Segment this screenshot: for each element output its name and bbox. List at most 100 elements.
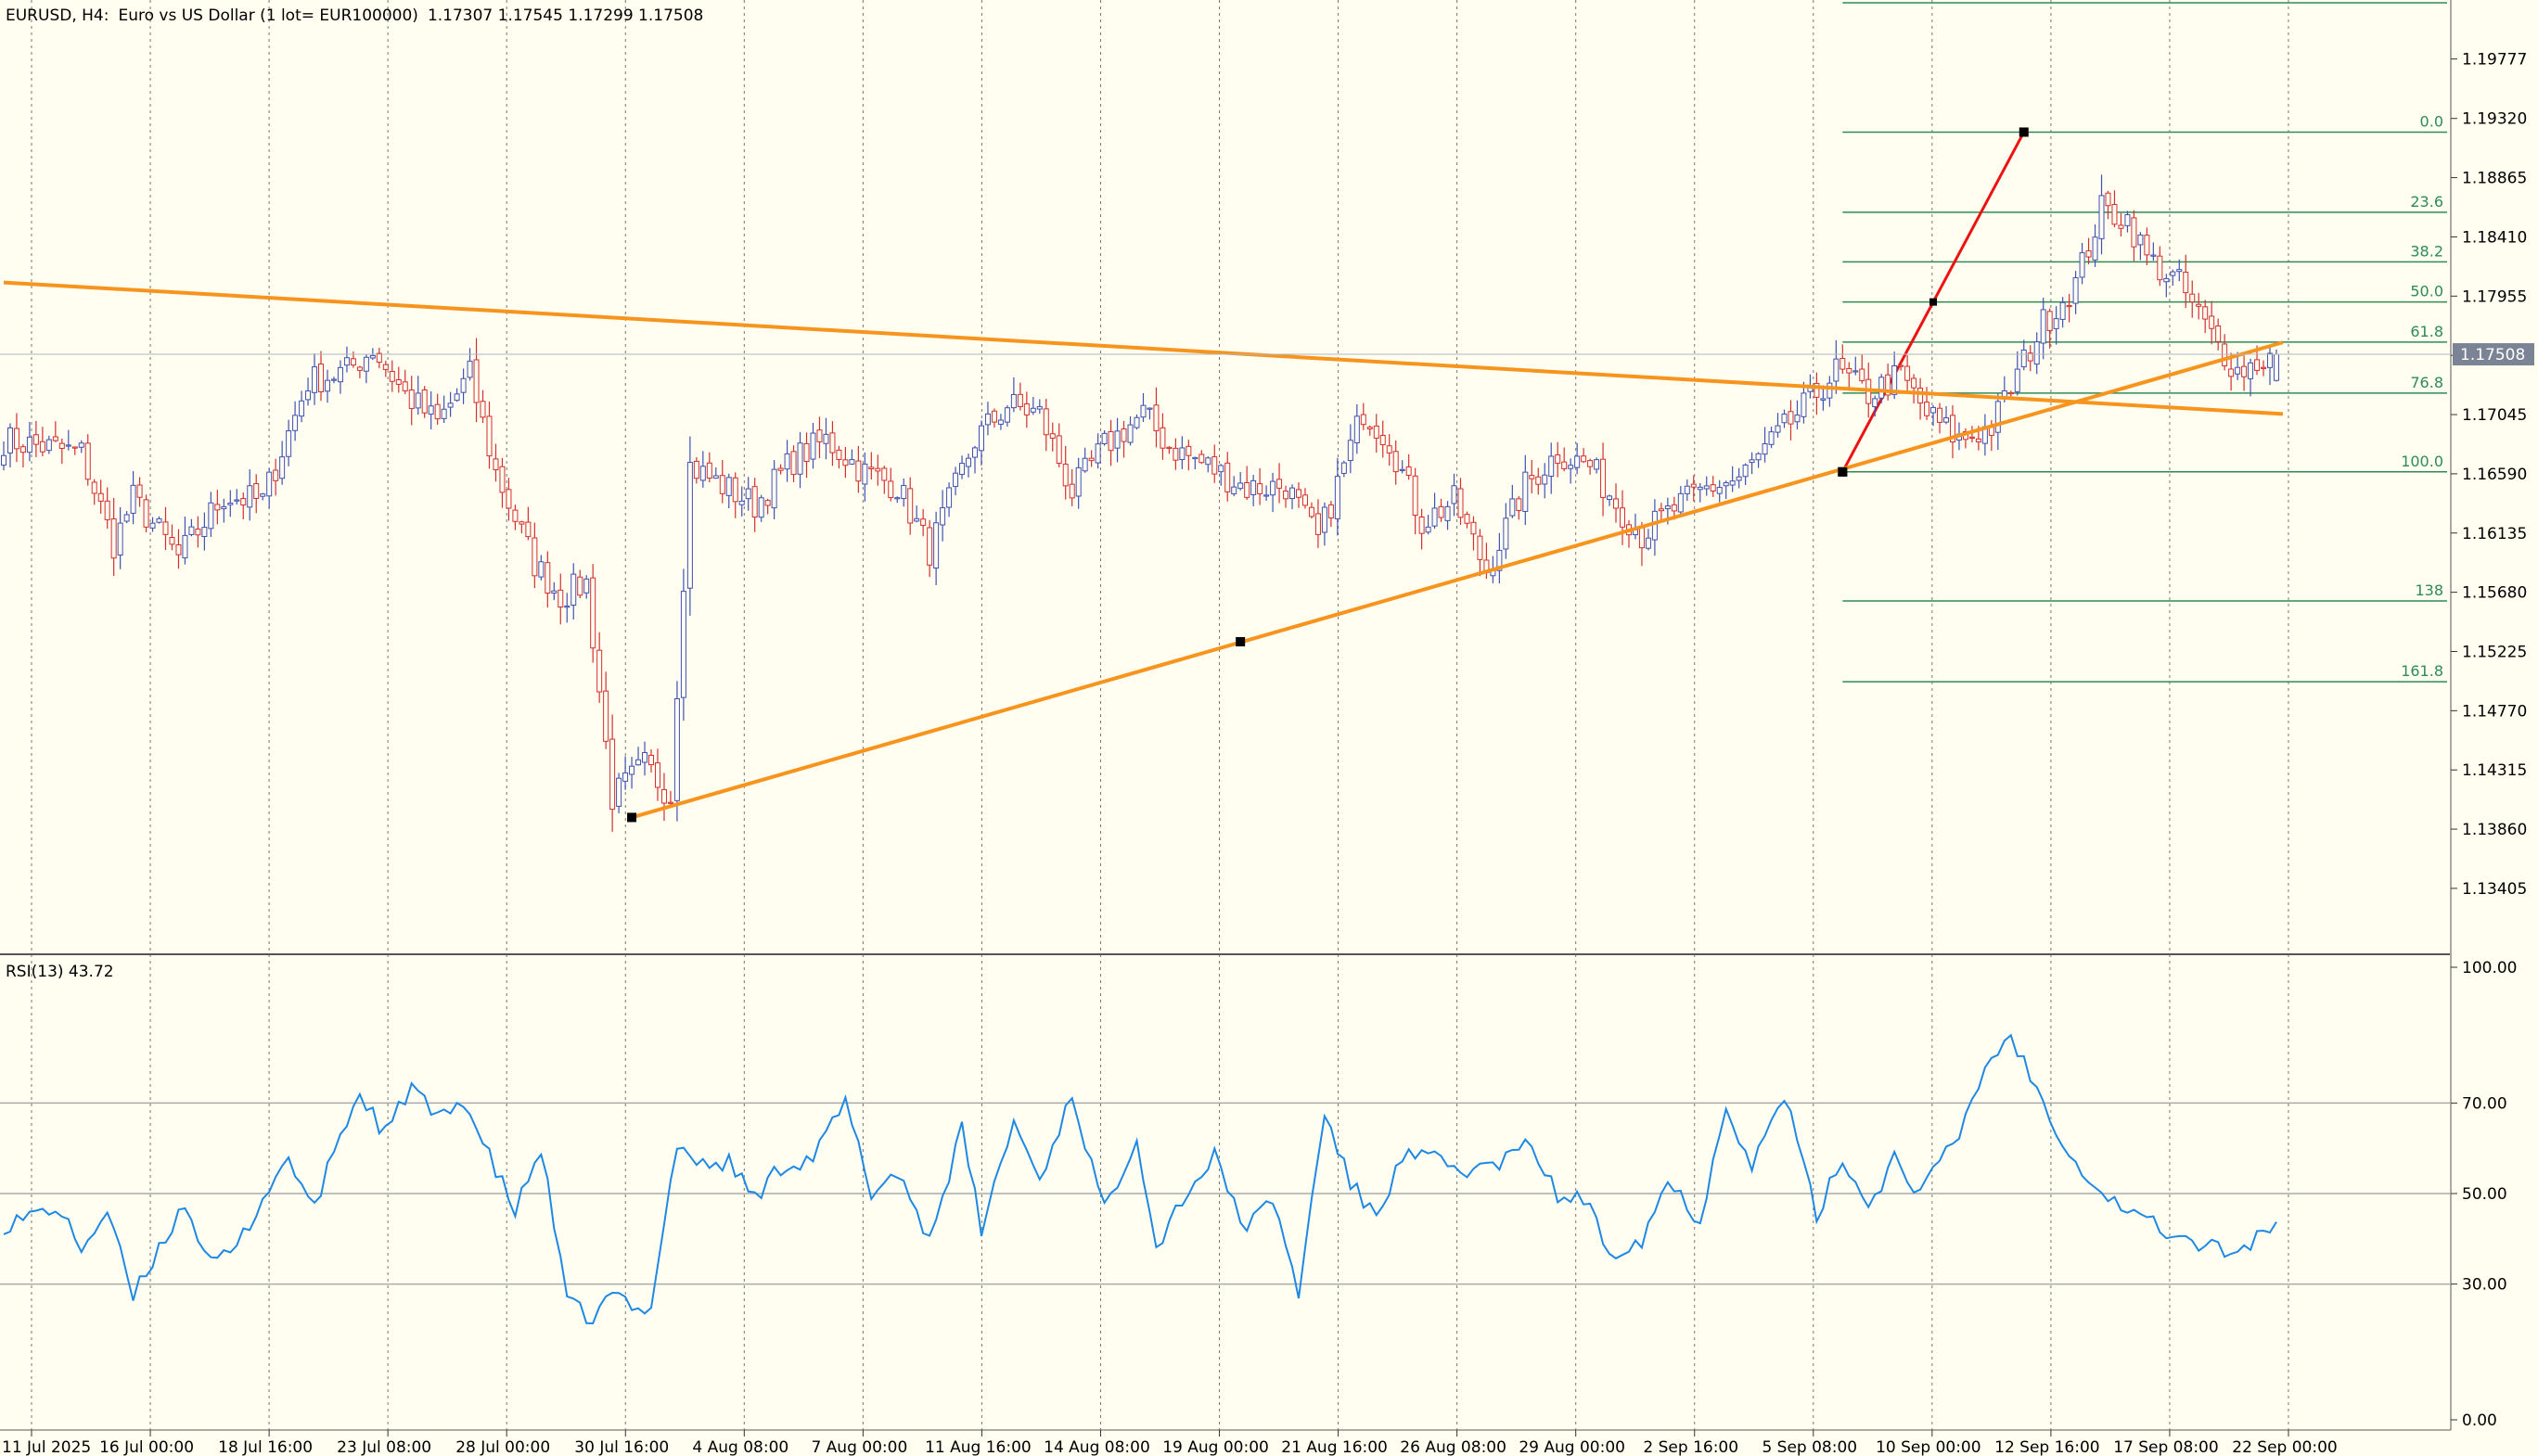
time-tick-label: 11 Aug 16:00 (925, 1438, 1032, 1456)
candle-body (1257, 483, 1263, 494)
candle-body (1049, 433, 1056, 439)
candle-body (1943, 417, 1949, 423)
candle-body (188, 526, 195, 535)
candle-body (570, 573, 577, 606)
candle-body (1859, 368, 1865, 382)
candle-body (616, 777, 622, 807)
candle-body (868, 466, 875, 470)
candle-body (719, 475, 725, 494)
candle-body (480, 401, 486, 418)
price-tick-label: 1.16590 (2462, 466, 2527, 484)
candle-body (1160, 427, 1166, 449)
candle-body (195, 528, 201, 536)
candle-body (1069, 483, 1075, 499)
candle-body (1658, 508, 1664, 512)
candle-body (305, 390, 312, 401)
candle-body (2124, 214, 2131, 226)
candle-body (2020, 349, 2027, 368)
candle-body (1276, 479, 1283, 489)
candle-body (71, 446, 78, 449)
candle-body (273, 469, 279, 481)
candle-body (1418, 517, 1425, 534)
rsi-level-lines (0, 1102, 2451, 1285)
candle-body (1548, 455, 1555, 477)
trendline-handle (627, 812, 637, 823)
candle-body (45, 439, 52, 452)
price-tick-label: 1.14315 (2462, 761, 2527, 780)
candle-body (143, 499, 149, 528)
candle-body (1716, 487, 1723, 494)
candle-body (927, 527, 933, 566)
candle-body (1283, 491, 1289, 500)
candle-body (849, 459, 855, 465)
price-tick-label: 1.13860 (2462, 821, 2527, 839)
candle-body (389, 370, 395, 382)
candle-body (1147, 407, 1153, 410)
rsi-line (3, 1033, 2277, 1325)
candle-body (1030, 407, 1036, 413)
candle-body (1127, 424, 1134, 443)
candle-body (260, 493, 266, 497)
candle-body (136, 484, 143, 498)
candle-body (1742, 464, 1749, 478)
candle-body (104, 500, 110, 520)
candle-body (2150, 254, 2157, 257)
candle-body (1250, 479, 1257, 495)
candle-body (855, 460, 862, 482)
candle-body (337, 366, 343, 383)
candle-body (2066, 304, 2072, 308)
time-tick-label: 29 Aug 00:00 (1519, 1438, 1625, 1456)
candle-body (706, 462, 712, 479)
candle-body (1755, 453, 1762, 461)
candle-body (1399, 468, 1405, 471)
candle-body (408, 390, 415, 409)
price-tick-label: 1.19777 (2462, 51, 2527, 70)
candle-body (751, 486, 758, 517)
candle-body (745, 488, 751, 500)
candle-body (91, 481, 97, 494)
time-tick-label: 14 Aug 08:00 (1044, 1438, 1150, 1456)
candle-body (1386, 445, 1392, 453)
candle-body (1224, 462, 1231, 492)
candle-body (836, 449, 842, 460)
rsi-label: RSI(13) 43.72 (6, 963, 114, 981)
candle-body (1607, 495, 1613, 500)
candle-body (52, 436, 58, 441)
candle-body (1314, 513, 1321, 535)
candle-body (2144, 235, 2150, 256)
candle-body (984, 413, 991, 426)
trendline-objects[interactable] (3, 280, 2284, 823)
candle-body (1023, 403, 1030, 415)
candle-body (78, 442, 84, 448)
candle-body (1412, 475, 1418, 517)
candle-body (156, 517, 162, 523)
candle-body (1904, 365, 1911, 381)
candle-body (1677, 492, 1684, 513)
candle-body (1340, 462, 1347, 474)
candle-body (997, 419, 1004, 425)
candle-body (532, 537, 538, 577)
candle-body (590, 577, 596, 649)
price-tick-label: 1.15680 (2462, 584, 2527, 603)
candle-body (84, 442, 91, 480)
candle-body (1690, 483, 1697, 488)
price-tick-label: 1.18865 (2462, 170, 2527, 188)
candle-body (1587, 460, 1594, 467)
candle-body (933, 522, 940, 568)
candle-body (240, 498, 247, 505)
candle-body (2248, 362, 2254, 379)
candle-body (2072, 276, 2079, 304)
candle-body (208, 502, 214, 530)
candle-body (1134, 416, 1140, 428)
candle-body (551, 590, 558, 594)
candle-body (447, 402, 454, 408)
candle-body (2209, 315, 2215, 329)
candle-body (2273, 353, 2279, 381)
candle-body (1218, 465, 1224, 473)
candle-body (823, 433, 829, 444)
candle-body (1192, 456, 1198, 460)
candle-body (2202, 306, 2209, 320)
fib-level-label: 38.2 (2410, 242, 2443, 260)
candle-body (1535, 476, 1542, 485)
